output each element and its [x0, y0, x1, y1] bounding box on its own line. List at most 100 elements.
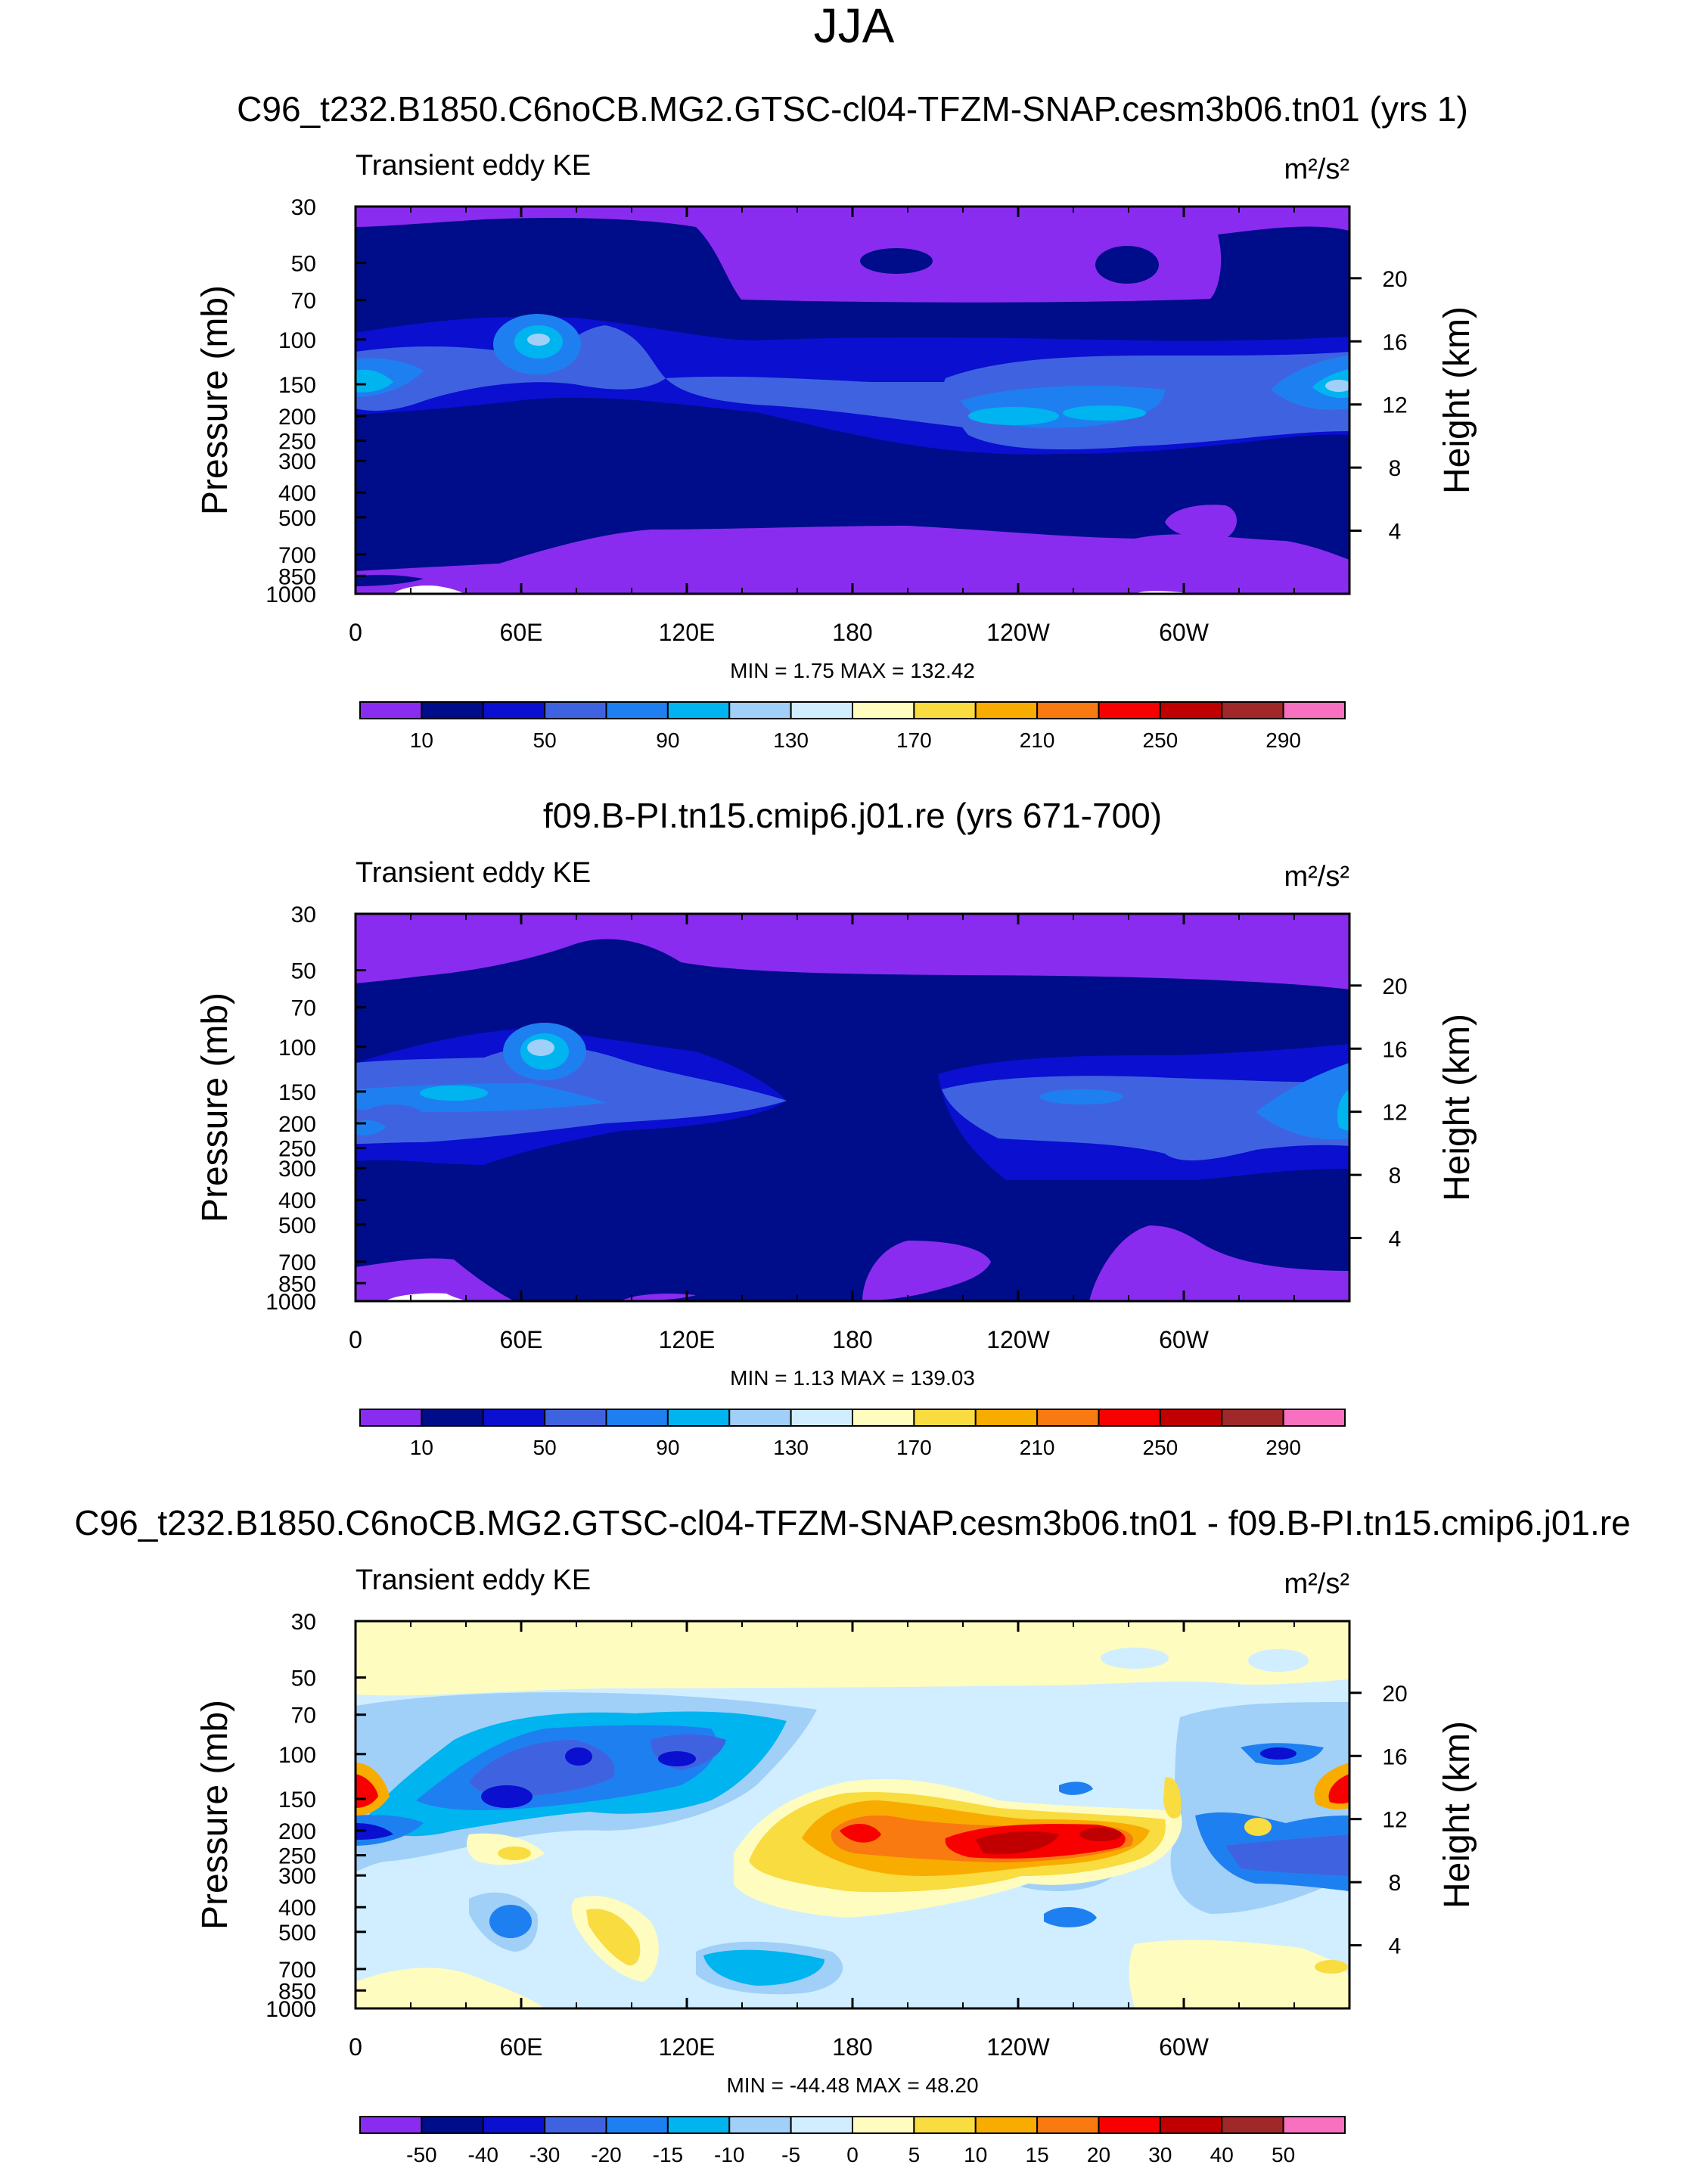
colorbar-label: 10 [410, 728, 433, 752]
colorbar-label: 170 [896, 728, 932, 752]
panel-2-region [840, 1823, 881, 1843]
colorbar-label: -15 [653, 2143, 683, 2165]
panel-0-region [356, 526, 1349, 594]
panel-2-region [498, 1847, 531, 1860]
y-tick-label: 50 [291, 1666, 316, 1691]
y-tick-label: 100 [278, 1743, 316, 1768]
panel-0-subtitle: Transient eddy KE [356, 150, 591, 182]
panel-1-units: m²/s² [1284, 861, 1349, 893]
height-tick-label: 12 [1382, 1101, 1407, 1126]
x-tick-label: 60E [500, 619, 543, 646]
panel-2-ylabel: Pressure (mb) [195, 1700, 235, 1930]
panel-2-region [976, 1831, 1059, 1855]
height-tick-label: 12 [1382, 1808, 1407, 1833]
colorbar-bin [1036, 2116, 1100, 2134]
panel-1-region [356, 914, 1349, 989]
colorbar-bin [852, 701, 915, 719]
height-tick-label: 16 [1382, 1744, 1407, 1769]
y-tick-label: 30 [291, 1610, 316, 1635]
colorbar-label: 250 [1143, 728, 1179, 752]
panel-0-region [860, 248, 933, 274]
height-tick-label: 4 [1389, 1934, 1402, 1959]
panel-1-region [620, 1294, 696, 1301]
y-tick-label: 400 [278, 481, 316, 506]
height-tick-label: 4 [1389, 520, 1402, 545]
panel-0-ylabel: Pressure (mb) [195, 285, 235, 515]
panel-0-region [1063, 405, 1146, 421]
colorbar-bin [1098, 701, 1161, 719]
x-tick-label: 60W [1159, 2033, 1210, 2061]
y-tick-label: 200 [278, 1112, 316, 1137]
panel-1-ylabel-right: Height (km) [1437, 1014, 1477, 1201]
y-tick-label: 850 [278, 564, 316, 589]
panel-0-units: m²/s² [1284, 154, 1349, 185]
colorbar-label: 30 [1148, 2143, 1172, 2165]
panel-2-minmax: MIN = -44.48 MAX = 48.20 [726, 2073, 978, 2097]
colorbar-bin [790, 2116, 853, 2134]
colorbar-label: 5 [908, 2143, 921, 2165]
colorbar-bin [544, 701, 607, 719]
colorbar-label: 50 [1272, 2143, 1295, 2165]
height-tick-label: 8 [1389, 1163, 1402, 1188]
panel-2-region [1044, 1906, 1097, 1927]
panel-2-region [356, 1968, 545, 2008]
colorbar-label: -30 [529, 2143, 560, 2165]
panel-0-ylabel-right: Height (km) [1437, 306, 1477, 494]
height-tick-label: 12 [1382, 393, 1407, 418]
x-tick-label: 120W [986, 2033, 1050, 2061]
y-tick-label: 250 [278, 1844, 316, 1869]
colorbar-bin [421, 701, 484, 719]
x-tick-label: 60E [500, 2033, 543, 2061]
panel-2-region [1315, 1960, 1348, 1974]
y-tick-label: 150 [278, 373, 316, 398]
colorbar-bin [974, 2116, 1039, 2134]
colorbar-bin [913, 701, 977, 719]
x-tick-label: 120W [986, 619, 1050, 646]
panel-1-subtitle: Transient eddy KE [356, 857, 591, 889]
colorbar-bin [913, 2116, 977, 2134]
panel-2-region [586, 1909, 641, 1966]
colorbar-bin [666, 701, 731, 719]
colorbar-bin [605, 701, 669, 719]
panel-0-minmax: MIN = 1.75 MAX = 132.42 [730, 659, 975, 682]
y-tick-label: 100 [278, 1036, 316, 1061]
panel-2-region [1328, 1774, 1349, 1804]
panel-1-field [356, 914, 1349, 1301]
x-tick-label: 120E [659, 2033, 716, 2061]
colorbar-label: -5 [781, 2143, 800, 2165]
colorbar-bin [482, 701, 546, 719]
panel-2-title: C96_t232.B1850.C6noCB.MG2.GTSC-cl04-TFZM… [74, 1503, 1630, 1542]
y-tick-label: 400 [278, 1896, 316, 1921]
panel-1-region [1256, 1063, 1349, 1140]
colorbar-label: 170 [896, 1436, 932, 1459]
colorbar-bin [544, 1409, 607, 1427]
panel-0-region [527, 334, 550, 346]
colorbar-label: -40 [468, 2143, 498, 2165]
colorbar-label: 250 [1143, 1436, 1179, 1459]
height-tick-label: 8 [1389, 1871, 1402, 1896]
panel-1-title: f09.B-PI.tn15.cmip6.j01.re (yrs 671-700) [543, 796, 1162, 835]
y-tick-label: 250 [278, 430, 316, 455]
panel-0-region [968, 407, 1059, 425]
colorbar-bin [852, 1409, 915, 1427]
y-tick-label: 100 [278, 328, 316, 353]
y-tick-label: 700 [278, 1958, 316, 1983]
height-tick-label: 20 [1382, 974, 1407, 999]
colorbar-bin [913, 1409, 977, 1427]
colorbar-bin [544, 2116, 607, 2134]
y-tick-label: 700 [278, 1250, 316, 1275]
x-tick-label: 180 [832, 2033, 872, 2061]
colorbar-label: 210 [1020, 728, 1055, 752]
x-tick-label: 60E [500, 1326, 543, 1353]
panel-1-minmax: MIN = 1.13 MAX = 139.03 [730, 1366, 975, 1390]
y-tick-label: 30 [291, 902, 316, 927]
y-tick-label: 200 [278, 1819, 316, 1844]
panel-1-region [363, 1104, 424, 1127]
panel-0-region [666, 376, 998, 431]
colorbar-bin [852, 2116, 915, 2134]
panel-2-region [1260, 1747, 1297, 1760]
panel-1-region [420, 1086, 488, 1101]
colorbar-bin [666, 1409, 731, 1427]
y-tick-label: 50 [291, 959, 316, 984]
